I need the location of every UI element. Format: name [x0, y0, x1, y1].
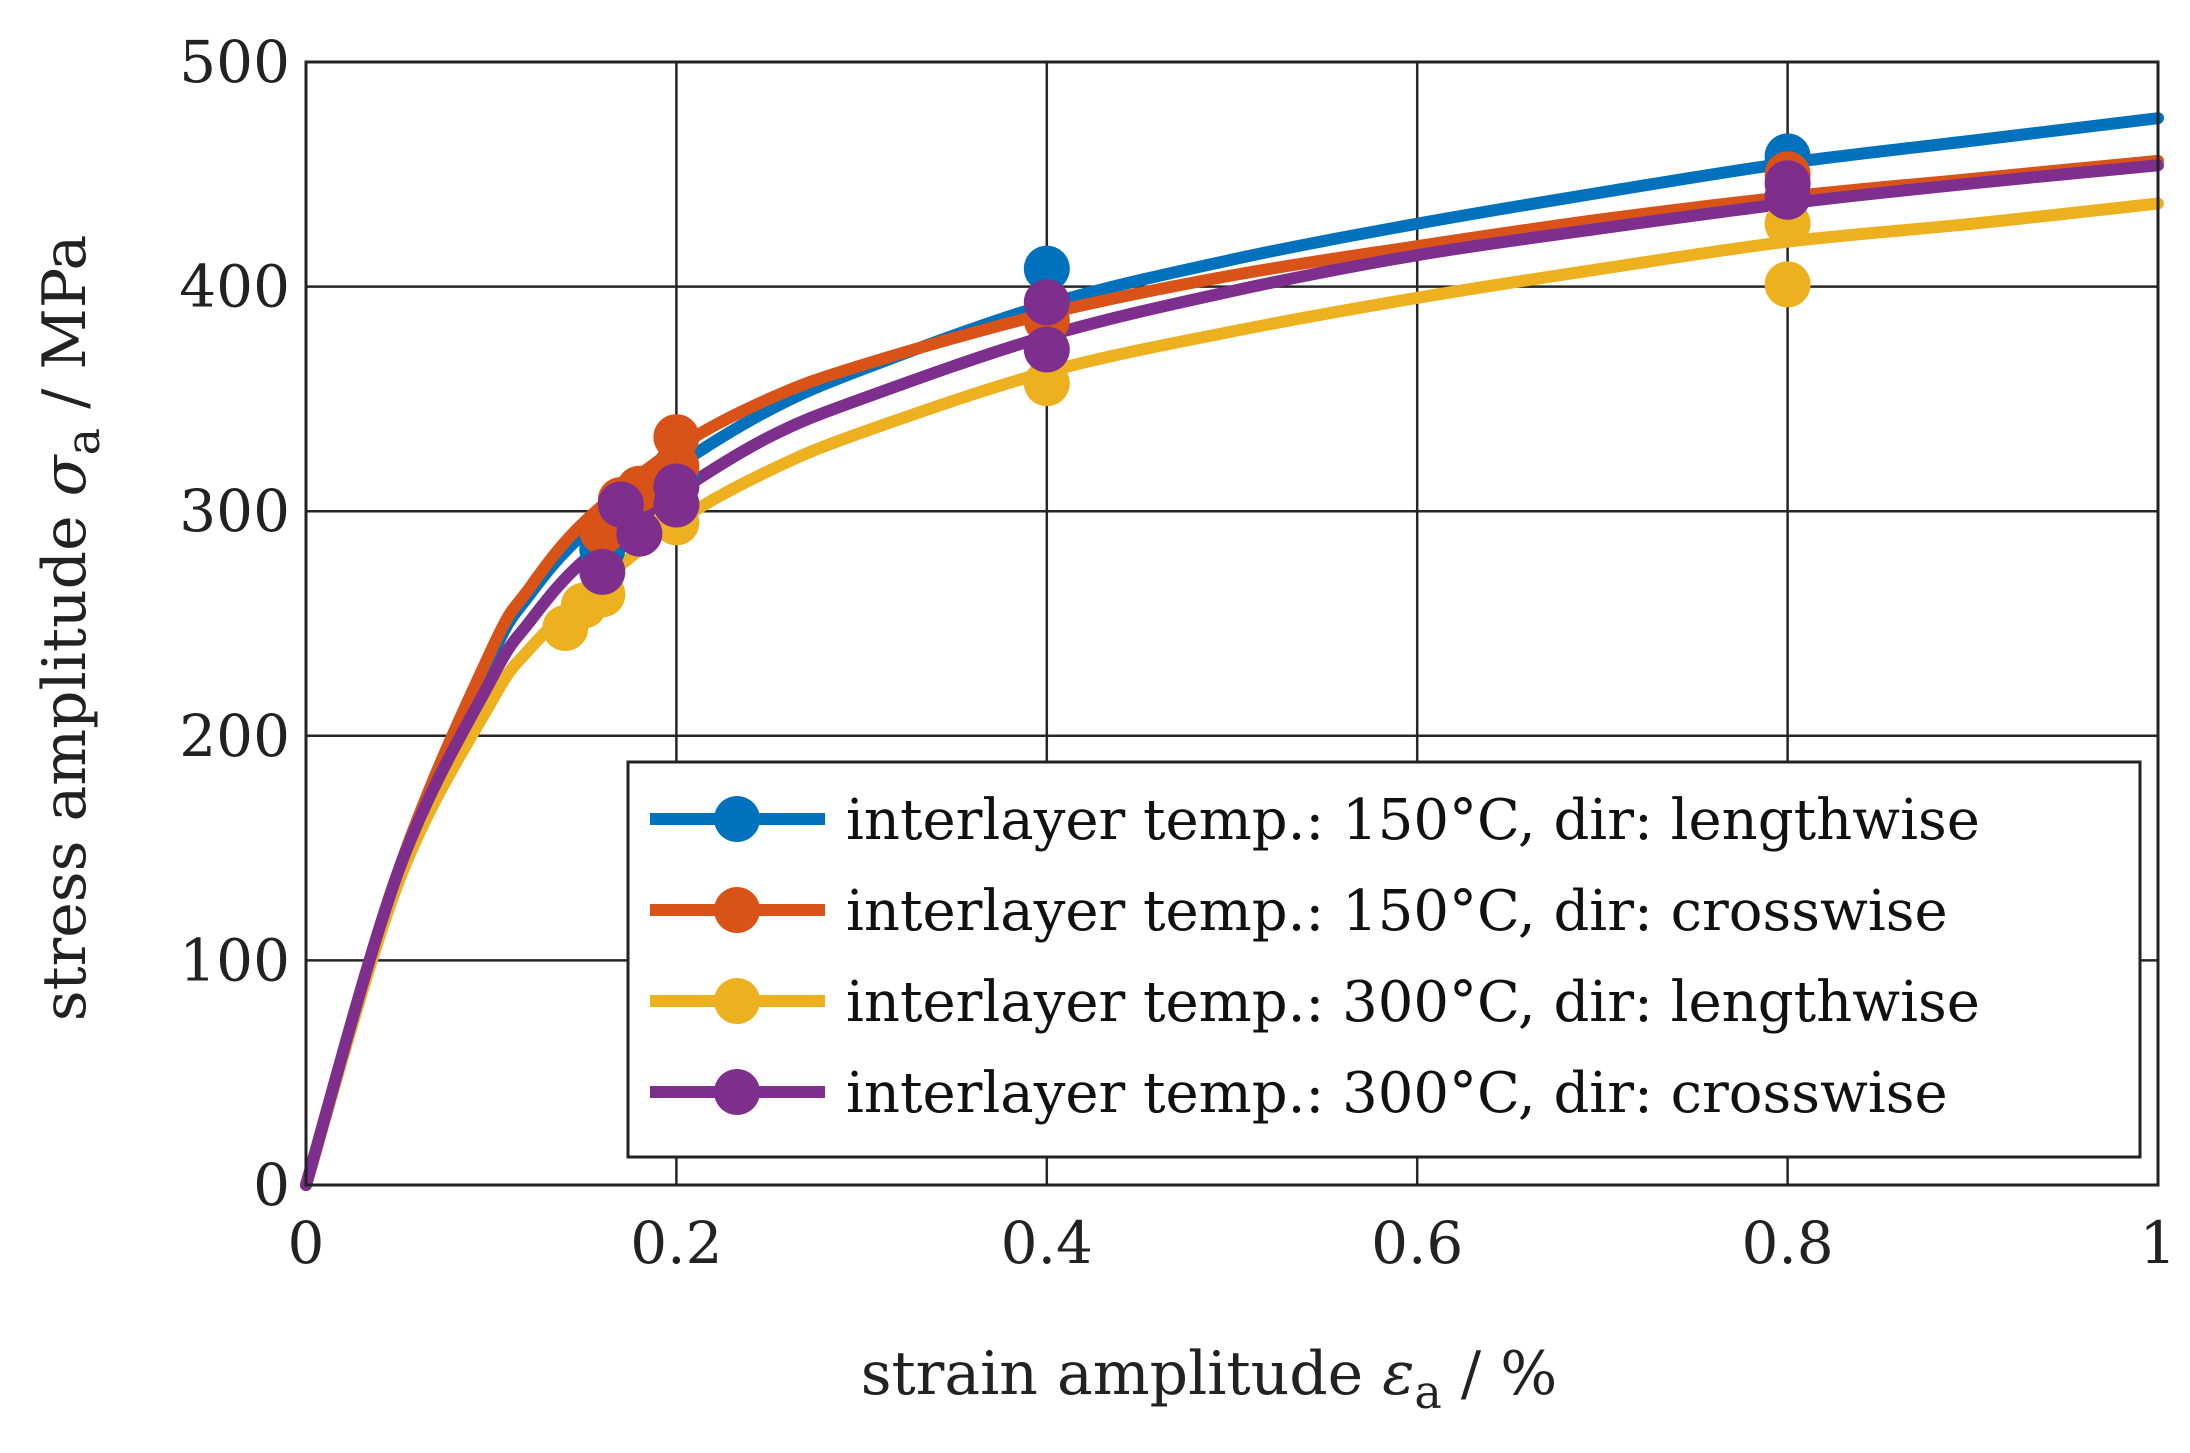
legend-marker-0 — [714, 796, 760, 842]
series-markers — [542, 133, 1811, 651]
legend-label-1: interlayer temp.: 150°C, dir: crosswise — [846, 879, 1948, 944]
data-point — [616, 510, 663, 557]
data-point — [579, 548, 626, 595]
y-tick-label: 300 — [179, 477, 290, 545]
legend-box — [626, 760, 2142, 1159]
x-axis-label-symbol: ε — [1382, 1339, 1414, 1409]
legend-marker-2 — [714, 978, 760, 1024]
y-axis-label-subscript: a — [56, 428, 110, 455]
x-tick-label: 0.6 — [1371, 1209, 1463, 1277]
y-axis-label-unit: / MPa — [30, 235, 100, 428]
legend-label-2: interlayer temp.: 300°C, dir: lengthwise — [846, 970, 1980, 1035]
data-point — [1764, 261, 1811, 308]
data-point — [1023, 360, 1070, 407]
x-tick-label: 0.2 — [630, 1209, 722, 1277]
data-point — [1023, 326, 1070, 373]
legend-marker-3 — [714, 1069, 760, 1115]
x-tick-label: 1 — [2140, 1209, 2177, 1277]
x-tick-label: 0 — [288, 1209, 325, 1277]
legend-label-3: interlayer temp.: 300°C, dir: crosswise — [846, 1061, 1948, 1126]
x-tick-labels: 0 0.2 0.4 0.6 0.8 1 — [288, 1209, 2177, 1277]
series-curves — [300, 112, 2164, 1191]
legend-label-0: interlayer temp.: 150°C, dir: lengthwise — [846, 788, 1980, 853]
y-tick-labels: 0 100 200 300 400 500 — [179, 28, 290, 1219]
y-tick-label: 500 — [179, 28, 290, 96]
x-tick-label: 0.4 — [1001, 1209, 1093, 1277]
data-point — [1023, 279, 1070, 326]
y-tick-label: 200 — [179, 702, 290, 770]
y-axis-label-symbol: σ — [30, 453, 100, 496]
series-curve-2 — [300, 197, 2164, 1191]
plot-frame — [304, 60, 2160, 1187]
y-axis-label-main: stress amplitude — [30, 496, 100, 1021]
series-curve-1 — [300, 154, 2164, 1191]
legend: interlayer temp.: 150°C, dir: lengthwise… — [626, 760, 2142, 1159]
legend-marker-1 — [714, 887, 760, 933]
y-tick-label: 0 — [253, 1151, 290, 1219]
x-tick-label: 0.8 — [1741, 1209, 1833, 1277]
series-curve-3 — [300, 159, 2164, 1191]
x-axis-label-main: strain amplitude — [861, 1339, 1382, 1409]
x-axis-label-subscript: a — [1414, 1365, 1441, 1419]
x-axis-label-unit: / % — [1442, 1339, 1557, 1409]
x-axis-label: strain amplitude εa / % — [861, 1339, 1557, 1419]
y-axis-label: stress amplitude σa / MPa — [30, 235, 110, 1022]
y-tick-label: 400 — [179, 253, 290, 321]
y-tick-label: 100 — [179, 926, 290, 994]
data-point — [1764, 160, 1811, 207]
data-point — [1023, 245, 1070, 292]
data-point — [653, 414, 700, 461]
data-point — [653, 463, 700, 510]
